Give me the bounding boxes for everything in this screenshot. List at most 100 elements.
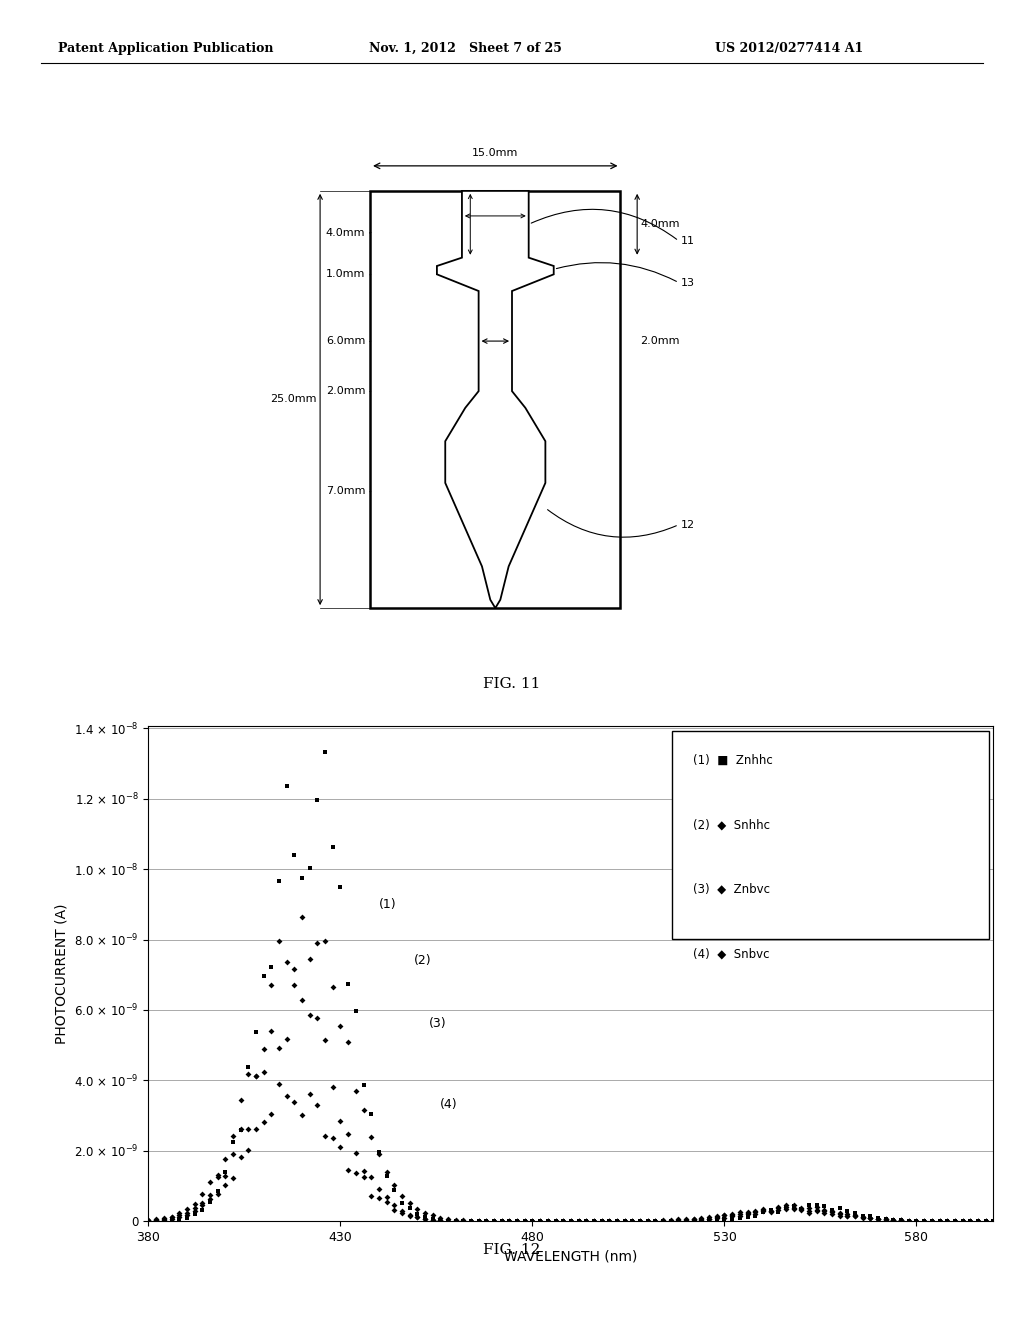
Point: [409, 1204, 425, 1225]
Point: [232, 1147, 249, 1168]
Point: [279, 952, 295, 973]
Point: [424, 1205, 440, 1226]
Text: 2.0mm: 2.0mm: [326, 387, 366, 396]
Text: 4.0mm: 4.0mm: [640, 219, 680, 230]
Point: [570, 1210, 587, 1232]
Point: [724, 1205, 740, 1226]
Point: [463, 1210, 479, 1232]
Point: [885, 1209, 901, 1230]
Point: [639, 1210, 655, 1232]
Point: [663, 1209, 679, 1230]
Point: [470, 1210, 486, 1232]
Point: [309, 932, 326, 953]
Point: [716, 1209, 732, 1230]
Point: [140, 1209, 157, 1230]
Point: [540, 1210, 556, 1232]
Point: [716, 1206, 732, 1228]
Point: [654, 1210, 671, 1232]
Point: [147, 1209, 164, 1230]
Point: [424, 1209, 440, 1230]
Point: [140, 1210, 157, 1232]
Point: [954, 1210, 971, 1232]
Point: [847, 1205, 863, 1226]
Point: [332, 1015, 348, 1036]
Point: [970, 1210, 986, 1232]
Point: [332, 1137, 348, 1158]
Point: [347, 1163, 364, 1184]
Point: [670, 1210, 686, 1232]
Point: [156, 1208, 172, 1229]
Point: [516, 1210, 532, 1232]
Point: [670, 1209, 686, 1230]
Point: [839, 1205, 855, 1226]
Point: [547, 1210, 563, 1232]
X-axis label: WAVELENGTH (nm): WAVELENGTH (nm): [504, 1249, 638, 1263]
Point: [485, 1210, 502, 1232]
Point: [171, 1203, 187, 1224]
Point: [217, 1175, 233, 1196]
Point: [163, 1206, 179, 1228]
Point: [770, 1197, 786, 1218]
Point: [709, 1206, 725, 1228]
Text: (1): (1): [379, 898, 396, 911]
Point: [417, 1208, 433, 1229]
Point: [147, 1210, 164, 1232]
Point: [578, 1210, 594, 1232]
Point: [862, 1208, 879, 1229]
Point: [156, 1209, 172, 1230]
Point: [847, 1206, 863, 1228]
Point: [878, 1209, 894, 1230]
Point: [593, 1210, 609, 1232]
Point: [424, 1209, 440, 1230]
Point: [540, 1210, 556, 1232]
Point: [171, 1204, 187, 1225]
Point: [716, 1205, 732, 1226]
Point: [586, 1210, 602, 1232]
Point: [393, 1192, 410, 1213]
Point: [516, 1210, 532, 1232]
Point: [854, 1206, 870, 1228]
Point: [570, 1210, 587, 1232]
Point: [693, 1209, 710, 1230]
Point: [962, 1210, 978, 1232]
Point: [731, 1203, 748, 1224]
Point: [678, 1210, 694, 1232]
Point: [371, 1179, 387, 1200]
Point: [509, 1210, 525, 1232]
Point: [463, 1210, 479, 1232]
Point: [808, 1201, 824, 1222]
Point: [516, 1210, 532, 1232]
Point: [709, 1208, 725, 1229]
Point: [401, 1192, 418, 1213]
Point: [939, 1210, 955, 1232]
Point: [478, 1210, 495, 1232]
Point: [432, 1209, 449, 1230]
Point: [793, 1197, 809, 1218]
Point: [985, 1210, 1001, 1232]
Point: [409, 1206, 425, 1228]
Point: [178, 1203, 195, 1224]
Point: [746, 1204, 763, 1225]
Point: [279, 1085, 295, 1106]
Point: [878, 1209, 894, 1230]
Point: [900, 1210, 916, 1232]
Point: [869, 1209, 886, 1230]
Point: [746, 1201, 763, 1222]
Point: [516, 1210, 532, 1232]
Point: [501, 1210, 517, 1232]
Point: [946, 1210, 963, 1232]
Point: [355, 1074, 372, 1096]
Point: [586, 1210, 602, 1232]
Point: [931, 1210, 947, 1232]
Point: [194, 1195, 210, 1216]
Point: [777, 1197, 794, 1218]
Point: [985, 1210, 1001, 1232]
Point: [494, 1210, 510, 1232]
Point: [340, 974, 356, 995]
Point: [347, 1001, 364, 1022]
Point: [362, 1104, 379, 1125]
Point: [362, 1185, 379, 1206]
Point: [670, 1210, 686, 1232]
Point: [570, 1210, 587, 1232]
Point: [409, 1199, 425, 1220]
